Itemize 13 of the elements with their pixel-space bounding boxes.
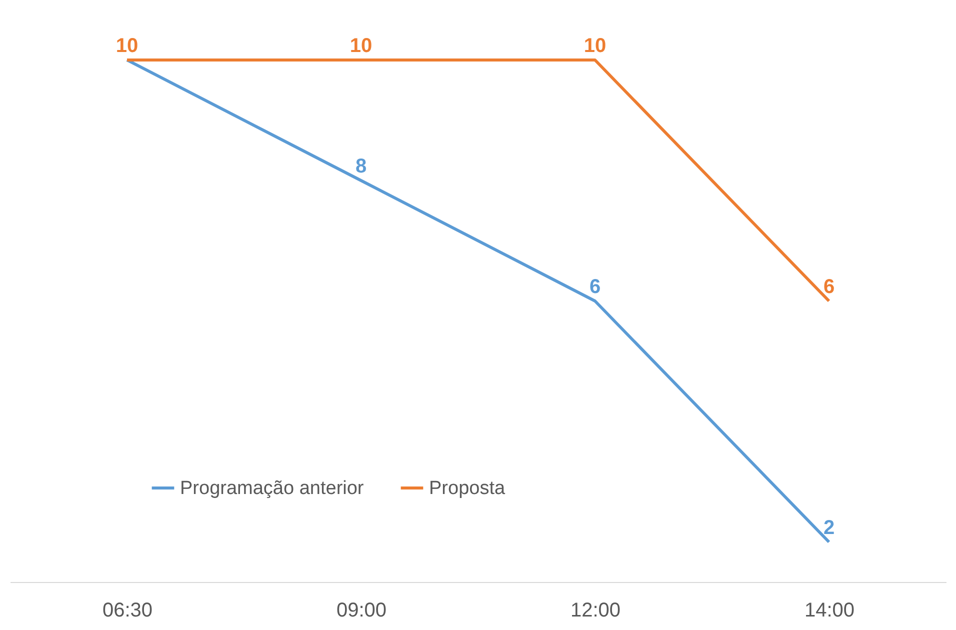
data-label: 8 [355,156,367,178]
data-label: 2 [823,517,835,539]
x-tick-label: 06:30 [102,600,153,622]
data-label: 6 [589,276,601,298]
data-label: 10 [584,35,606,57]
x-tick-label: 12:00 [570,600,621,622]
x-tick-label: 14:00 [804,600,855,622]
data-label: 6 [823,276,835,298]
x-tick-label: 09:00 [336,600,387,622]
legend-label: Proposta [429,478,506,499]
data-label: 10 [350,35,372,57]
legend-label: Programação anterior [180,478,364,499]
data-label: 10 [116,35,138,57]
